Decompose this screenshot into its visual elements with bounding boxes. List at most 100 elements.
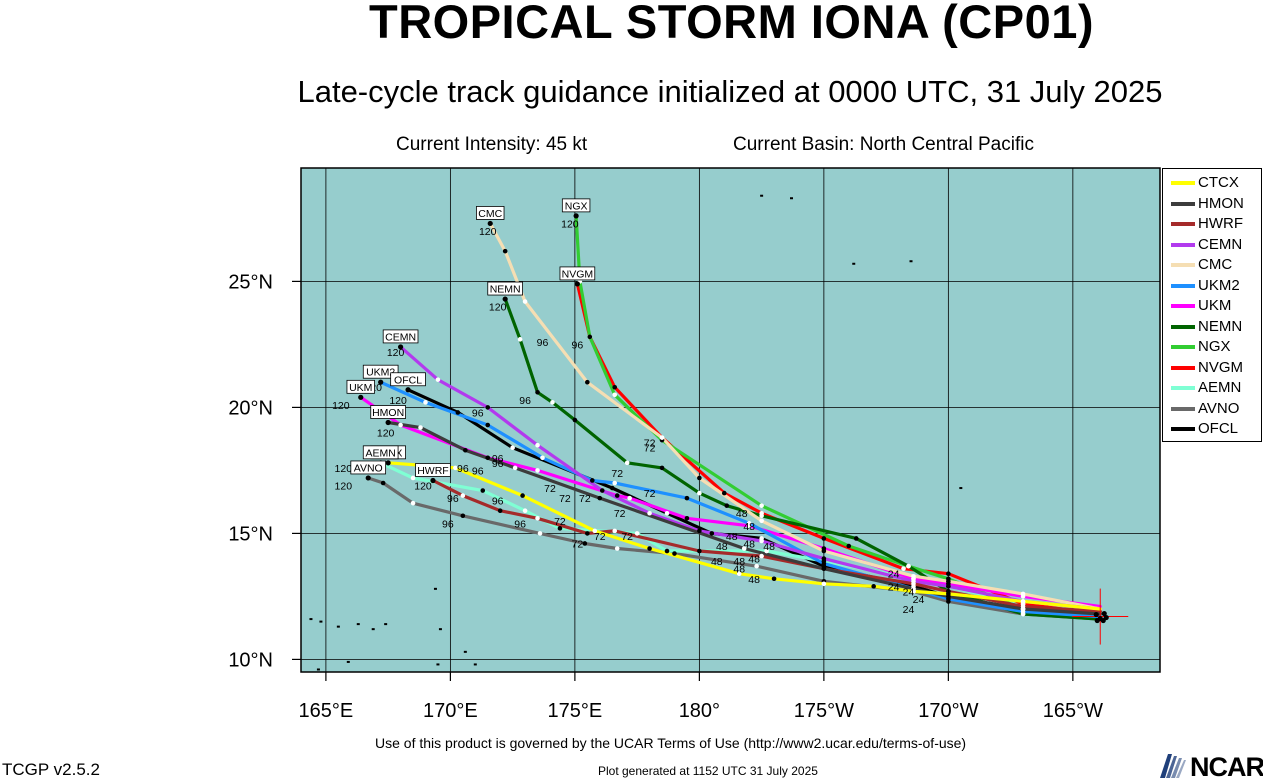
legend-swatch bbox=[1171, 263, 1195, 267]
end-label-hmon: HMON bbox=[370, 405, 406, 426]
legend-swatch bbox=[1171, 345, 1195, 349]
legend-label: NGX bbox=[1198, 338, 1231, 355]
end-point bbox=[378, 379, 384, 385]
hour-label: 48 bbox=[733, 564, 745, 576]
island bbox=[436, 663, 440, 666]
chart-subtitle: Late-cycle track guidance initialized at… bbox=[297, 74, 1163, 109]
track-point-ukm2 bbox=[612, 480, 618, 486]
legend-label: UKM2 bbox=[1198, 276, 1240, 294]
track-point-nvgm bbox=[721, 490, 727, 496]
track-point-cmc bbox=[502, 248, 508, 254]
track-point-cmc bbox=[585, 379, 590, 385]
end-point bbox=[385, 460, 391, 466]
track-point-hwrf bbox=[585, 531, 590, 536]
hour-label: 96 bbox=[472, 407, 484, 419]
track-point-ctcx bbox=[771, 576, 777, 582]
end-label-text: UKM bbox=[349, 382, 372, 394]
end-label-text: NGX bbox=[565, 200, 588, 212]
island bbox=[790, 197, 794, 200]
init-point bbox=[1094, 617, 1100, 624]
track-point-nemn bbox=[517, 337, 523, 342]
hour-label: 72 bbox=[594, 531, 606, 543]
end-label-avno: AVNO bbox=[350, 460, 387, 481]
hour-label: 48 bbox=[763, 541, 775, 553]
track-point-avno bbox=[410, 500, 416, 506]
initial-position-marker bbox=[1072, 588, 1129, 645]
track-point-ukm2 bbox=[485, 422, 491, 428]
hour-label: 24 bbox=[903, 586, 915, 598]
track-point-hmon bbox=[463, 447, 468, 453]
island bbox=[959, 487, 963, 490]
end-point bbox=[365, 475, 371, 481]
ocean-background bbox=[301, 168, 1160, 672]
track-point-nemn bbox=[853, 536, 859, 541]
track-point-ukm bbox=[485, 455, 491, 461]
legend-swatch bbox=[1171, 181, 1195, 185]
end-label-box bbox=[382, 329, 419, 344]
track-point-ctcx bbox=[821, 581, 827, 587]
end-label-box bbox=[559, 266, 596, 281]
x-tick-label: 170°E bbox=[423, 700, 478, 722]
hour-label: 72 bbox=[611, 468, 623, 480]
track-point-nvgm bbox=[821, 536, 827, 541]
legend-label: NVGM bbox=[1198, 358, 1243, 376]
end-label-box bbox=[346, 379, 375, 394]
track-point-ctcx bbox=[520, 493, 525, 498]
current-basin: Current Basin: North Central Pacific bbox=[733, 134, 1034, 155]
track-point-aemn bbox=[410, 475, 416, 481]
hour-label: 48 bbox=[736, 508, 748, 520]
end-point bbox=[385, 419, 391, 426]
track-point-ofcl bbox=[609, 485, 615, 491]
end-label-box bbox=[561, 198, 591, 213]
hour-label: 96 bbox=[514, 518, 526, 530]
init-point bbox=[1101, 610, 1107, 617]
generated-timestamp: Plot generated at 1152 UTC 31 July 2025 bbox=[598, 764, 818, 778]
version-label: TCGP v2.5.2 bbox=[2, 760, 100, 779]
end-label-box bbox=[476, 206, 505, 220]
axis-ticks: 165°E 170°E 175°E 180° 175°W 170°W 165°W 10°N 15… bbox=[228, 271, 1103, 722]
track-point-ngx bbox=[846, 543, 852, 549]
hour-label: 48 bbox=[711, 556, 723, 568]
x-tick-label: 165°W bbox=[1043, 700, 1103, 722]
track-point-cmc bbox=[759, 518, 764, 524]
y-tick-label: 25°N bbox=[228, 271, 273, 293]
hour-label: 48 bbox=[733, 556, 745, 568]
track-point-hmon bbox=[821, 566, 827, 571]
track-point-ctcx bbox=[871, 584, 876, 589]
track-point-hmon bbox=[512, 465, 518, 471]
legend-swatch bbox=[1171, 365, 1195, 370]
track-point-hwrf bbox=[759, 553, 764, 559]
model-end-labels: CTCXHMONHWRFCEMNCMCUKM2UKMNEMNNGXNVGMAEM… bbox=[346, 198, 596, 484]
end-label-text: CEMN bbox=[385, 331, 416, 343]
track-point-cmc bbox=[522, 299, 528, 304]
legend-swatch bbox=[1171, 201, 1195, 206]
track-point-cemn bbox=[647, 510, 652, 516]
terms-of-use: Use of this product is governed by the U… bbox=[375, 735, 967, 751]
island bbox=[463, 650, 467, 653]
hour-label: 72 bbox=[572, 538, 584, 550]
island bbox=[909, 260, 913, 263]
hour-label: 96 bbox=[519, 395, 531, 407]
track-point-ukm bbox=[535, 468, 540, 473]
hour-label: 120 bbox=[489, 302, 507, 314]
legend-swatch bbox=[1171, 283, 1195, 288]
track-point-ukm2 bbox=[540, 455, 545, 461]
track-point-nemn bbox=[724, 503, 730, 508]
track-point-hwrf bbox=[612, 528, 618, 534]
track-point-ngx bbox=[587, 334, 593, 340]
track-point-ofcl bbox=[709, 531, 715, 536]
track-avno bbox=[366, 476, 1102, 621]
end-label-text: OFCL bbox=[394, 374, 422, 386]
end-point bbox=[397, 344, 404, 350]
island bbox=[356, 623, 360, 626]
plot-frame bbox=[300, 167, 1161, 673]
chart-title: TROPICAL STORM IONA (CP01) bbox=[368, 0, 1095, 48]
track-point-cmc bbox=[659, 435, 665, 440]
legend-label: AVNO bbox=[1198, 399, 1240, 417]
x-tick-label: 175°E bbox=[548, 700, 603, 722]
island bbox=[760, 194, 764, 197]
end-label-nemn: NEMN bbox=[487, 281, 523, 302]
current-intensity: Current Intensity: 45 kt bbox=[396, 134, 588, 155]
hour-label: 72 bbox=[644, 488, 656, 500]
